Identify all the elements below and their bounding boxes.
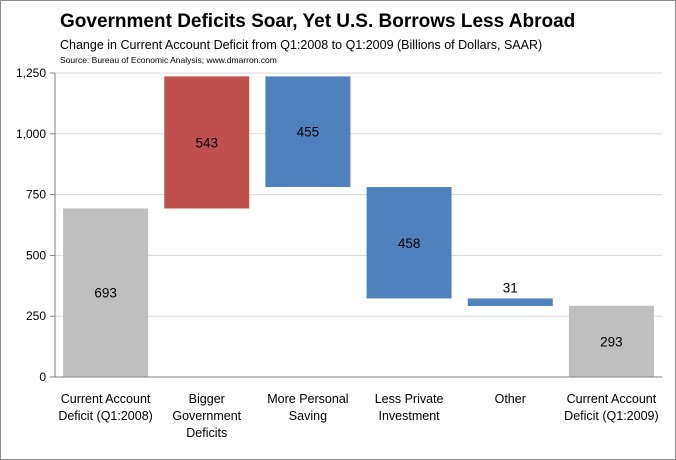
y-tick-label: 250 xyxy=(26,309,46,323)
bar xyxy=(265,76,351,188)
bar xyxy=(164,76,250,209)
x-category-label: Investment xyxy=(379,409,441,423)
bar-value-label: 693 xyxy=(94,286,117,301)
x-category-label: Other xyxy=(495,392,526,406)
data-labels: 693 543 455 458 31 293 xyxy=(94,125,622,350)
x-category-label: Deficit (Q1:2008) xyxy=(58,409,152,423)
x-category-label: More Personal xyxy=(267,392,348,406)
bar-value-label: 543 xyxy=(195,135,218,150)
chart-title: Government Deficits Soar, Yet U.S. Borro… xyxy=(60,11,576,32)
bar-value-label: 293 xyxy=(600,334,623,349)
x-category-label: Deficits xyxy=(186,426,227,440)
y-tick-label: 1,250 xyxy=(16,66,46,80)
x-category-label: Saving xyxy=(289,409,327,423)
gridlines xyxy=(55,72,662,317)
x-category-label: Less Private xyxy=(375,392,444,406)
x-category-label: Government xyxy=(172,409,241,423)
x-category-label: Deficit (Q1:2009) xyxy=(564,409,658,423)
y-tick-label: 0 xyxy=(39,370,46,384)
x-category-label: Current Account xyxy=(61,392,151,406)
bar xyxy=(63,208,149,377)
x-category-label: Bigger xyxy=(189,392,225,406)
y-tick-label: 1,000 xyxy=(16,127,46,141)
bar xyxy=(467,298,553,306)
x-category-label: Current Account xyxy=(567,392,657,406)
bars xyxy=(63,76,654,377)
chart-subtitle: Change in Current Account Deficit from Q… xyxy=(60,38,543,52)
bar xyxy=(366,187,452,299)
chart-source: Source: Bureau of Economic Analysis; www… xyxy=(60,55,277,65)
bar-value-label: 458 xyxy=(398,236,421,251)
bar-value-label: 455 xyxy=(297,125,320,140)
y-tick-label: 750 xyxy=(26,188,46,202)
y-tick-label: 500 xyxy=(26,248,46,262)
axes: 0 250 500 750 1,000 1,250 Current Account Defic… xyxy=(16,66,662,440)
bar xyxy=(568,305,654,377)
bar-value-label: 31 xyxy=(503,280,518,295)
